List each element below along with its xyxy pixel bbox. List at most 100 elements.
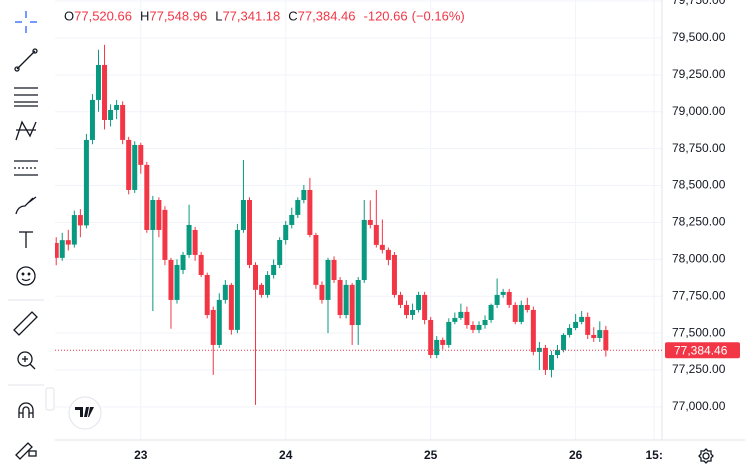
candle-body [379,244,385,250]
axes: 79,750.00 79,500.00 79,250.00 79,000.00 78,7… [55,0,740,462]
x-tick-label: 15: [645,448,662,462]
candle-body [210,309,216,345]
zoom-tool[interactable] [17,351,36,370]
candle-body [373,224,379,245]
candle-body [548,354,554,370]
candle-body [144,164,150,230]
fib-tool[interactable] [14,87,38,107]
text-tool[interactable] [19,231,33,248]
change-percent: (−0.16%) [412,8,465,23]
x-tick-label: 24 [279,448,293,462]
candle-body [591,334,597,339]
candle-body [434,339,440,355]
candle-body [567,327,573,335]
candle-body [367,219,373,225]
candle-body [228,284,234,330]
candle-body [488,304,494,320]
candle-body [295,200,301,215]
candle-body [573,321,579,328]
candle-body [138,144,144,165]
candle-body [397,294,403,305]
candle-body [597,330,603,339]
x-tick-label: 26 [569,448,583,462]
candle-body [428,320,434,355]
candles [55,44,609,405]
crosshair-tool[interactable] [15,11,37,33]
magnet-tool[interactable] [18,402,34,418]
x-tick-label: 25 [424,448,438,462]
projection-tool[interactable] [14,160,38,176]
candle-body [277,240,283,265]
candle-body [331,259,337,280]
y-tick-label: 79,750.00 [672,0,726,7]
candle-body [325,259,331,300]
candle-body [494,294,500,305]
candle-body [500,291,506,295]
candle-body [83,139,89,226]
candle-body [89,99,95,140]
ohlc-letter: C [288,8,297,23]
candle-body [343,284,349,315]
brush-tool[interactable] [15,196,37,215]
y-tick-label: 78,500.00 [672,178,726,192]
candle-body [561,334,567,350]
candle-body [55,242,59,258]
candle-body [150,200,156,230]
candle-body [530,309,536,352]
candle-body [204,274,210,315]
candle-body [253,264,259,290]
candle-body [313,234,319,285]
candle-body [603,330,609,351]
candle-body [361,219,367,280]
candle-body [222,284,228,300]
settings-button[interactable] [698,448,714,464]
y-tick-label: 77,250.00 [672,362,726,376]
candle-body [65,240,71,245]
candle-body [555,349,561,355]
candle-body [410,309,416,315]
candle-body [440,339,446,345]
y-tick-label: 79,000.00 [672,104,726,118]
change-value: -120.66 [364,8,408,23]
ohlc-header: O 77,520.66 H 77,548.96 L 77,341.18 C 77,384.46… [64,8,465,23]
candle-body [234,229,240,330]
last-price-box [665,342,740,359]
candle-body [216,299,222,345]
candle-body [59,240,65,258]
y-tick-label: 77,750.00 [672,288,726,302]
candle-body [506,291,512,305]
candle-body [180,254,186,270]
candle-body [404,304,410,315]
trend-line-tool[interactable] [14,48,38,72]
candle-body [579,316,585,322]
candle-body [77,215,83,226]
collapse-button[interactable] [45,387,55,411]
tv-logo[interactable] [68,396,102,430]
candle-body [512,304,518,322]
y-tick-label: 77,500.00 [672,325,726,339]
candle-body [120,104,126,140]
candle-body [536,347,542,352]
candle-body [102,64,108,120]
candle-body [114,104,120,110]
y-tick-label: 79,500.00 [672,30,726,44]
candle-body [289,214,295,225]
candle-body [301,189,307,200]
pattern-tool[interactable] [15,120,37,141]
lock-tool[interactable] [15,442,37,460]
candle-body [446,321,452,345]
ruler-tool[interactable] [13,311,38,336]
candle-body [174,264,180,300]
candle-body [470,325,476,330]
candle-body [524,304,530,310]
candle-body [168,259,174,300]
candle-body [192,229,198,255]
x-tick-label: 23 [134,448,148,462]
candle-body [259,284,265,295]
y-tick-label: 77,000.00 [672,399,726,413]
y-tick-label: 78,750.00 [672,141,726,155]
candle-body [476,325,482,330]
candle-body [246,200,252,265]
emoji-tool[interactable] [16,266,36,286]
